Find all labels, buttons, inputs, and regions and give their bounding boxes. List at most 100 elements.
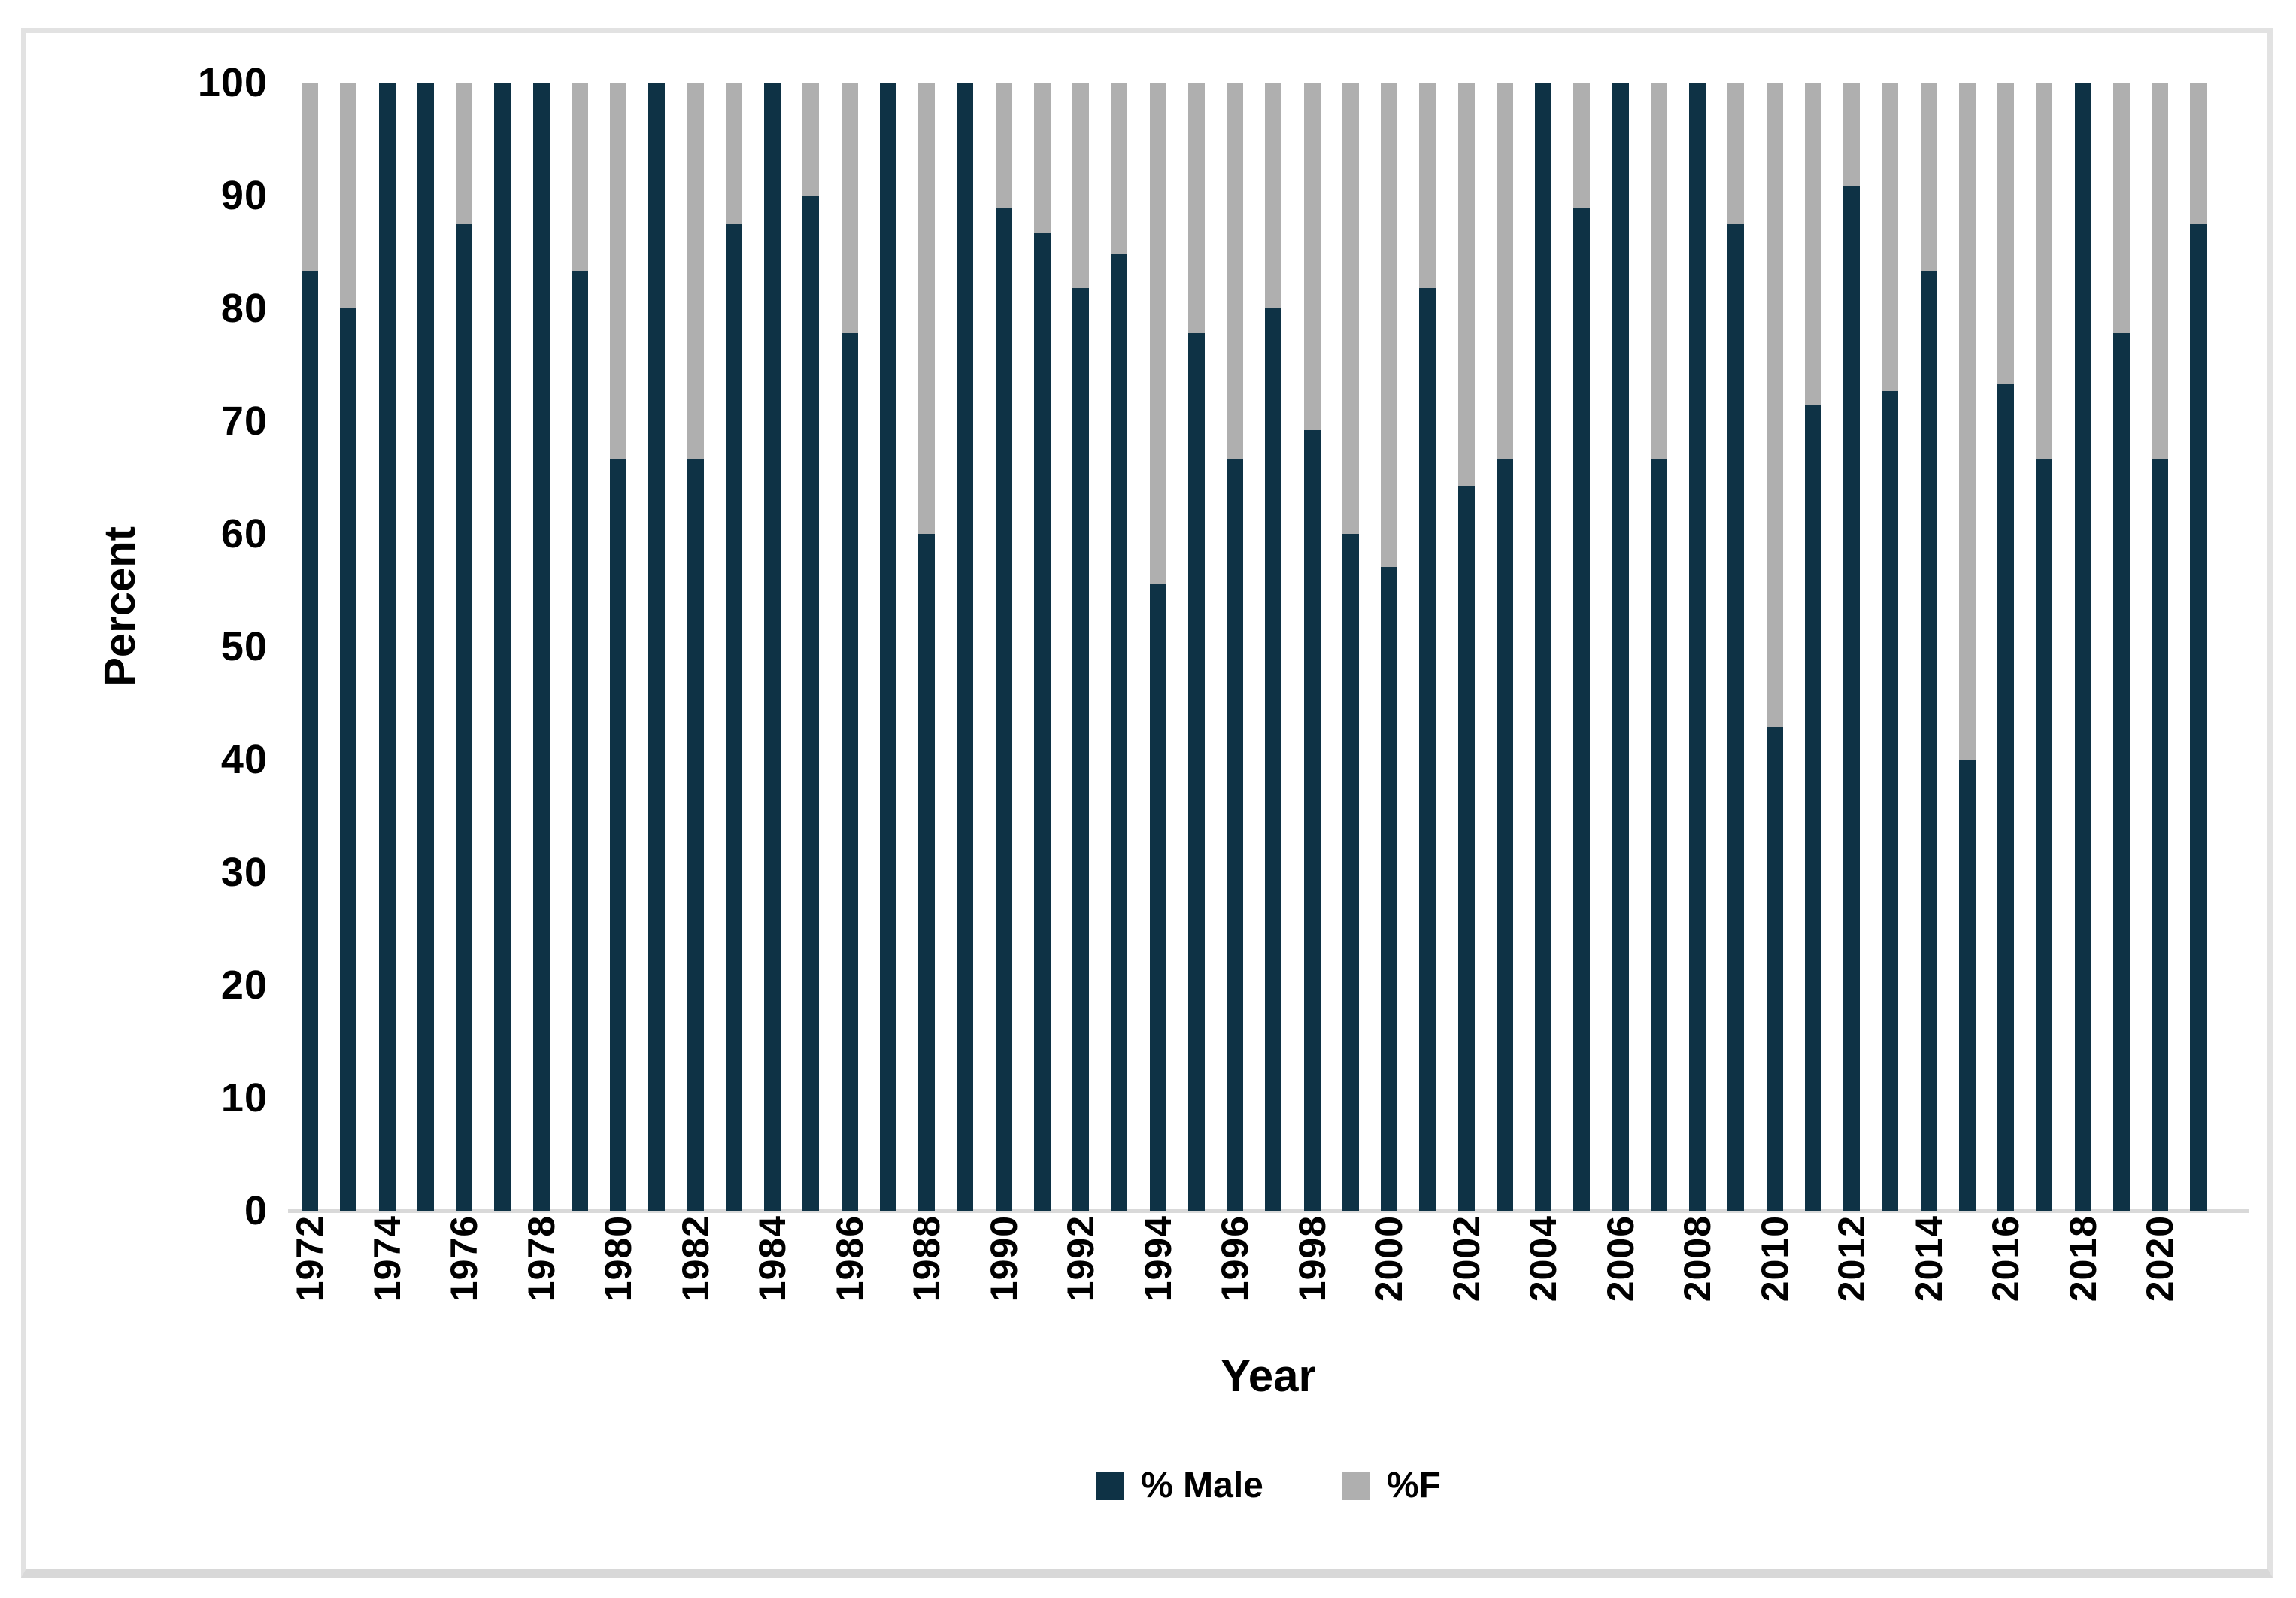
bar-segment-female bbox=[1303, 83, 1321, 430]
bar-segment-male bbox=[2113, 333, 2130, 1211]
bar-segment-female bbox=[1766, 83, 1783, 727]
x-tick-label: 1992 bbox=[1060, 1215, 1102, 1302]
y-tick-label: 50 bbox=[220, 624, 268, 669]
x-tick-label: 2000 bbox=[1368, 1215, 1410, 1302]
bar-segment-male bbox=[1920, 271, 1937, 1211]
bar-segment-male bbox=[879, 83, 896, 1211]
x-tick-label: 2018 bbox=[2061, 1215, 2104, 1302]
x-tick-label: 1978 bbox=[520, 1215, 563, 1302]
bar-segment-male bbox=[1804, 405, 1821, 1211]
bar-segment-male bbox=[1573, 208, 1591, 1211]
bar-segment-female bbox=[1843, 83, 1860, 186]
bar-segment-male bbox=[1958, 760, 1976, 1211]
bar-segment-male bbox=[1689, 83, 1706, 1211]
bar-segment-male bbox=[1727, 223, 1745, 1211]
bar-segment-female bbox=[841, 83, 858, 333]
bar-segment-female bbox=[1650, 83, 1667, 459]
y-tick-label: 70 bbox=[220, 399, 268, 444]
bar-segment-female bbox=[1882, 83, 1899, 391]
bar-segment-male bbox=[2152, 458, 2168, 1211]
bar-segment-female bbox=[610, 83, 626, 459]
bar-segment-male bbox=[687, 458, 704, 1211]
bar-segment-female bbox=[1381, 83, 1397, 567]
x-tick-label: 1984 bbox=[751, 1215, 793, 1302]
bar-segment-female bbox=[802, 83, 820, 196]
bar-segment-female bbox=[571, 83, 588, 271]
bar-segment-female bbox=[1072, 83, 1089, 288]
bar-segment-male bbox=[957, 83, 974, 1211]
x-tick-label: 1998 bbox=[1291, 1215, 1333, 1302]
bar-segment-male bbox=[1766, 726, 1783, 1211]
y-tick-label: 40 bbox=[220, 737, 268, 782]
legend: % Male %F bbox=[288, 1465, 2249, 1506]
bar-segment-female bbox=[687, 83, 704, 459]
bar-segment-male bbox=[1381, 566, 1397, 1211]
bar-segment-male bbox=[378, 83, 396, 1211]
bar-segment-male bbox=[802, 196, 820, 1211]
bar-segment-female bbox=[1573, 83, 1591, 208]
x-tick-label: 2020 bbox=[2139, 1215, 2181, 1302]
bar-segment-male bbox=[1265, 308, 1282, 1211]
y-tick-label: 30 bbox=[220, 850, 268, 895]
bar-segment-male bbox=[1149, 584, 1166, 1211]
bar-segment-male bbox=[532, 83, 550, 1211]
bar-segment-male bbox=[1111, 254, 1128, 1211]
bar-segment-male bbox=[725, 223, 742, 1211]
y-tick-label: 80 bbox=[220, 286, 268, 331]
x-tick-label: 1974 bbox=[365, 1215, 408, 1302]
x-tick-label: 1986 bbox=[828, 1215, 871, 1302]
bar-segment-female bbox=[1457, 83, 1475, 486]
legend-item-male: % Male bbox=[1096, 1465, 1263, 1506]
bar-segment-female bbox=[1920, 83, 1937, 271]
bar-segment-male bbox=[2074, 83, 2091, 1211]
bar-segment-female bbox=[302, 83, 318, 271]
bar-segment-female bbox=[1187, 83, 1205, 333]
bar-segment-male bbox=[1303, 430, 1321, 1211]
bar-segment-female bbox=[725, 83, 742, 224]
bar-segment-female bbox=[456, 83, 472, 224]
x-tick-label: 1994 bbox=[1136, 1215, 1179, 1302]
y-tick-label: 0 bbox=[244, 1188, 268, 1233]
bar-segment-female bbox=[2190, 83, 2207, 224]
x-tick-label: 1996 bbox=[1214, 1215, 1256, 1302]
x-tick-label: 2012 bbox=[1830, 1215, 1873, 1302]
bar-segment-male bbox=[1650, 458, 1667, 1211]
bar-segment-male bbox=[1997, 384, 2014, 1211]
x-tick-label: 2008 bbox=[1676, 1215, 1718, 1302]
bar-segment-female bbox=[1149, 83, 1166, 584]
bar-segment-male bbox=[456, 223, 472, 1211]
x-tick-label: 2006 bbox=[1599, 1215, 1642, 1302]
x-tick-label: 2002 bbox=[1445, 1215, 1488, 1302]
bar-segment-male bbox=[1227, 458, 1243, 1211]
bar-segment-male bbox=[1419, 288, 1436, 1211]
bar-segment-female bbox=[1804, 83, 1821, 405]
x-tick-label: 2010 bbox=[1753, 1215, 1796, 1302]
x-tick-label: 1988 bbox=[905, 1215, 948, 1302]
x-tick-label: 1976 bbox=[443, 1215, 485, 1302]
legend-swatch-male-icon bbox=[1096, 1471, 1125, 1500]
x-tick-label: 1990 bbox=[982, 1215, 1025, 1302]
x-axis-title: Year bbox=[1221, 1351, 1316, 1401]
bar-segment-male bbox=[918, 534, 935, 1211]
x-tick-label: 2014 bbox=[1907, 1215, 1950, 1302]
bar-segment-male bbox=[1882, 390, 1899, 1211]
bar-segment-male bbox=[302, 271, 318, 1211]
bar-segment-female bbox=[1419, 83, 1436, 288]
bar-segment-female bbox=[1227, 83, 1243, 459]
bar-segment-male bbox=[648, 83, 666, 1211]
bar-segment-female bbox=[1727, 83, 1745, 224]
bar-segment-male bbox=[2190, 223, 2207, 1211]
bar-segment-male bbox=[764, 83, 781, 1211]
bar-segment-female bbox=[1265, 83, 1282, 308]
bar-segment-female bbox=[1033, 83, 1051, 233]
bar-segment-female bbox=[1997, 83, 2014, 384]
bar-segment-female bbox=[2036, 83, 2053, 459]
bar-segment-female bbox=[2113, 83, 2130, 333]
bar-segment-female bbox=[1342, 83, 1359, 534]
legend-swatch-female-icon bbox=[1341, 1471, 1370, 1500]
bar-segment-male bbox=[610, 458, 626, 1211]
bar-segment-female bbox=[1496, 83, 1513, 459]
x-axis-line bbox=[288, 1209, 2249, 1213]
bar-segment-male bbox=[1342, 534, 1359, 1211]
